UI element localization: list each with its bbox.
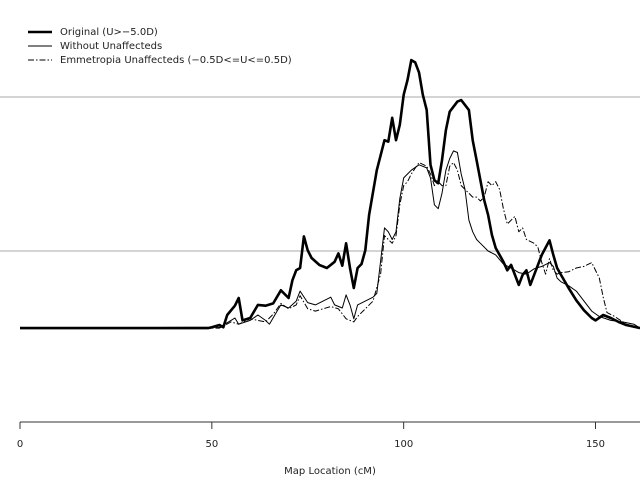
series-line [19,150,640,329]
x-tick-label: 100 [394,439,413,450]
legend-label: Without Unaffecteds [60,41,162,52]
x-tick-label: 50 [205,439,218,450]
x-tick-label: 0 [17,439,23,450]
legend-label: Emmetropia Unaffecteds (−0.5D<=U<=0.5D) [60,55,292,66]
series-line [20,58,640,330]
legend-label: Original (U>−5.0D) [60,27,158,38]
x-axis-label: Map Location (cM) [284,466,376,477]
x-tick-label: 150 [586,439,605,450]
series-line [20,162,640,329]
